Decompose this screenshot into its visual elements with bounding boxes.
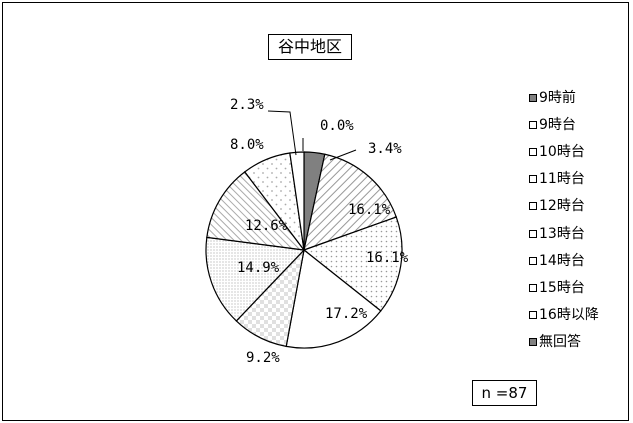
legend-item: 9時台 [529,111,599,138]
pie-slice-16時以降 [289,151,305,251]
data-label-14時台: 12.6% [245,218,288,234]
legend-label: 12時台 [539,198,585,215]
leader-line [267,110,297,156]
data-label-16時以降: 2.3% [230,97,264,113]
legend-label: 15時台 [539,279,585,296]
legend-label: 14時台 [539,252,585,269]
data-label-9時台: 16.1% [348,202,391,218]
legend-swatch [529,120,537,129]
pie-slice-14時台 [206,171,306,251]
legend-item: 12時台 [529,193,599,220]
pie-slice-9時台 [303,153,398,251]
data-label-無回答: 0.0% [320,118,354,134]
sample-size-note: n =87 [472,380,537,406]
pie-slice-11時台 [285,248,382,349]
legend-swatch [529,311,537,320]
legend-item: 10時台 [529,138,599,165]
legend-label: 11時台 [539,171,585,188]
legend-label: 16時以降 [539,307,599,324]
data-label-13時台: 14.9% [237,260,280,276]
legend-item: 11時台 [529,166,599,193]
legend-swatch [529,256,537,265]
legend-item: 無回答 [529,329,599,356]
data-label-9時前: 3.4% [368,141,402,157]
legend-swatch [529,283,537,292]
legend-label: 9時前 [539,89,576,106]
legend-swatch [529,175,537,184]
legend-item: 15時台 [529,274,599,301]
chart-title: 谷中地区 [268,34,352,60]
legend-swatch [529,202,537,211]
pie-slice-13時台 [205,236,306,322]
pie-slice-10時台 [302,216,403,312]
legend-label: 9時台 [539,116,576,133]
data-label-15時台: 8.0% [230,137,264,153]
legend-label: 無回答 [539,334,581,351]
legend-item: 9時前 [529,84,599,111]
legend-swatch [529,147,537,156]
leader-line [329,149,357,161]
data-label-12時台: 9.2% [246,350,280,366]
legend-swatch [529,229,537,238]
legend-item: 16時以降 [529,302,599,329]
legend: 9時前 9時台 10時台 11時台 12時台 13時台 14時台 15時台 16時以降無回答 [529,84,599,356]
data-label-11時台: 17.2% [325,306,368,322]
legend-label: 13時台 [539,225,585,242]
legend-swatch [529,338,537,347]
legend-item: 13時台 [529,220,599,247]
legend-label: 10時台 [539,143,585,160]
data-label-10時台: 16.1% [366,250,409,266]
legend-swatch [529,93,537,102]
legend-item: 14時台 [529,247,599,274]
